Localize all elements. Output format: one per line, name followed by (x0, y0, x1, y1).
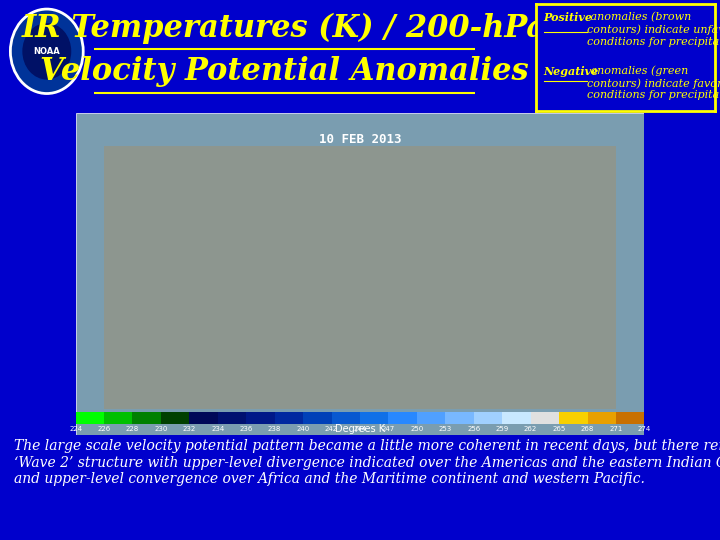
Text: 232: 232 (183, 426, 196, 432)
Text: Velocity Potential Anomalies: Velocity Potential Anomalies (40, 56, 528, 87)
Bar (274, 412, 303, 424)
Text: 240: 240 (297, 426, 310, 432)
Text: IR Temperatures (K) / 200-hPa: IR Temperatures (K) / 200-hPa (22, 13, 547, 44)
Text: 265: 265 (552, 426, 566, 432)
Text: 238: 238 (268, 426, 282, 432)
Text: anomalies (green
contours) indicate favorable
conditions for precipitation: anomalies (green contours) indicate favo… (588, 66, 720, 100)
Text: 250: 250 (410, 426, 423, 432)
Text: 228: 228 (126, 426, 139, 432)
Text: 253: 253 (438, 426, 452, 432)
Text: 268: 268 (581, 426, 594, 432)
Text: 271: 271 (609, 426, 623, 432)
Circle shape (23, 24, 71, 79)
Text: 230: 230 (154, 426, 168, 432)
Bar (161, 412, 189, 424)
Bar (246, 412, 274, 424)
Bar (189, 412, 217, 424)
Text: NOAA: NOAA (33, 47, 60, 56)
Bar (389, 412, 417, 424)
Text: anomalies (brown
contours) indicate unfavorable
conditions for precipitation: anomalies (brown contours) indicate unfa… (588, 12, 720, 46)
Bar (531, 412, 559, 424)
Bar (360, 412, 389, 424)
Bar (217, 412, 246, 424)
Text: 274: 274 (638, 426, 651, 432)
Circle shape (10, 9, 84, 93)
Text: 224: 224 (69, 426, 82, 432)
Text: 259: 259 (495, 426, 509, 432)
Text: 247: 247 (382, 426, 395, 432)
Text: Degrees K: Degrees K (335, 424, 385, 434)
Text: 234: 234 (211, 426, 225, 432)
Bar (588, 412, 616, 424)
Text: 226: 226 (97, 426, 111, 432)
Bar (417, 412, 445, 424)
Bar (104, 145, 616, 409)
Bar (445, 412, 474, 424)
Text: 236: 236 (240, 426, 253, 432)
Text: The large scale velocity potential pattern became a little more coherent in rece: The large scale velocity potential patte… (14, 440, 720, 486)
Bar (76, 412, 104, 424)
Text: 244: 244 (354, 426, 366, 432)
Bar (502, 412, 531, 424)
Text: Negative: Negative (544, 66, 599, 77)
Text: 242: 242 (325, 426, 338, 432)
Bar (474, 412, 503, 424)
Bar (303, 412, 331, 424)
Text: 262: 262 (524, 426, 537, 432)
Text: 10 FEB 2013: 10 FEB 2013 (319, 133, 401, 146)
Text: 256: 256 (467, 426, 480, 432)
Bar (132, 412, 161, 424)
Text: Positive: Positive (544, 12, 593, 23)
Bar (104, 412, 132, 424)
Bar (559, 412, 588, 424)
Bar (331, 412, 360, 424)
Bar (616, 412, 644, 424)
